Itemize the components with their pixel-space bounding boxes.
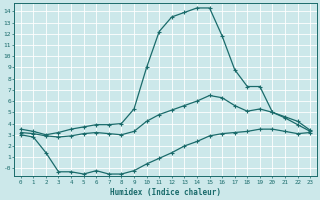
- X-axis label: Humidex (Indice chaleur): Humidex (Indice chaleur): [110, 188, 221, 197]
